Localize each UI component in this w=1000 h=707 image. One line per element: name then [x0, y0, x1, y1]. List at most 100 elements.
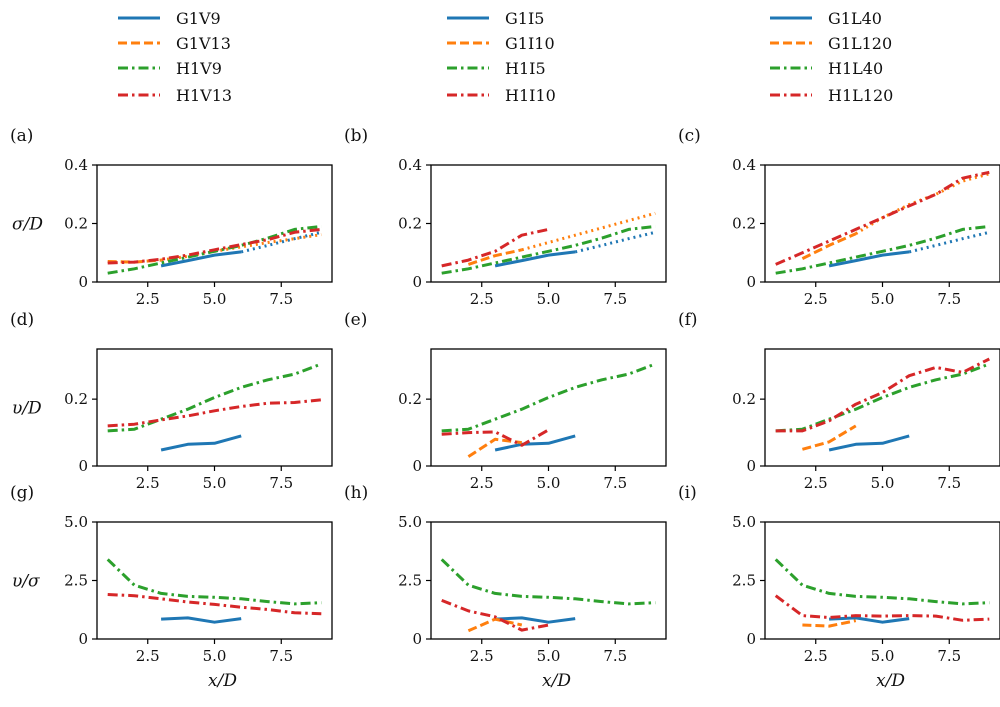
- series-line-extension-1: [908, 230, 990, 254]
- panel-label: (a): [10, 126, 33, 146]
- y-tick-label: 5.0: [64, 513, 88, 531]
- series-line-h1l120: [774, 594, 990, 622]
- series-line-h1v9: [107, 362, 322, 433]
- y-tick-label: 2.5: [732, 572, 756, 590]
- panel-label: (g): [10, 483, 34, 503]
- panel-d: (d) 0 0.2 2.5 5.0 7.5 υ/D: [10, 310, 333, 492]
- series-group: [107, 362, 322, 452]
- series-line-h1v13: [107, 227, 322, 265]
- series-line-g1i10: [467, 248, 523, 266]
- y-tick-label: 0: [412, 273, 422, 291]
- x-tick-label: 5.0: [537, 290, 561, 308]
- x-tick-label: 2.5: [136, 474, 160, 492]
- y-tick-label: 5.0: [398, 513, 422, 531]
- y-tick-label: 0.2: [398, 390, 422, 408]
- series-line-g1v9: [160, 434, 242, 452]
- legend-1: G1V9 G1V13 H1V9 H1V13: [118, 9, 232, 105]
- panel-g: (g) 0 2.5 5.0 2.5 5.0 7.5 υ/σ x/D: [10, 483, 333, 691]
- series-line-g1l120: [801, 232, 857, 260]
- series-line-g1i5: [494, 434, 576, 452]
- x-tick-label: 7.5: [937, 647, 961, 665]
- x-tick-label: 7.5: [269, 647, 293, 665]
- y-tick-label: 0: [746, 457, 756, 475]
- series-line-h1v13: [107, 398, 322, 428]
- y-tick-label: 0: [78, 630, 88, 648]
- panel-b: (b) 0 0.2 0.4 2.5 5.0 7.5: [344, 126, 667, 308]
- plot-frame: [96, 164, 333, 283]
- legend-label: G1L40: [828, 9, 882, 28]
- x-axis-label: x/D: [542, 671, 571, 691]
- y-tick-label: 0.2: [732, 390, 756, 408]
- x-tick-label: 2.5: [470, 474, 494, 492]
- x-tick-label: 5.0: [537, 474, 561, 492]
- plot-frame: [430, 348, 667, 467]
- x-axis-label: x/D: [208, 671, 237, 691]
- legend-label: H1I10: [505, 86, 556, 105]
- legend-label: G1L120: [828, 34, 892, 53]
- legend-label: H1L120: [828, 86, 893, 105]
- y-tick-label: 0.2: [64, 215, 88, 233]
- x-tick-label: 7.5: [269, 474, 293, 492]
- x-tick-label: 7.5: [937, 290, 961, 308]
- plot-frame: [96, 348, 333, 467]
- x-tick-label: 2.5: [136, 290, 160, 308]
- y-axis-label: υ/σ: [12, 572, 40, 592]
- series-line-h1i5: [441, 362, 656, 433]
- panel-h: (h) 0 2.5 5.0 2.5 5.0 7.5 x/D: [344, 483, 667, 691]
- series-group: [775, 357, 990, 452]
- legend-label: G1V13: [176, 34, 231, 53]
- panel-label: (d): [10, 310, 34, 330]
- series-line-extension-1: [240, 230, 322, 254]
- y-tick-label: 0: [412, 630, 422, 648]
- series-line-h1i5: [440, 558, 656, 606]
- panel-label: (b): [344, 126, 368, 146]
- series-group: [774, 558, 990, 628]
- series-line-g1l40: [829, 616, 910, 624]
- panel-label: (c): [678, 126, 701, 146]
- panel-label: (h): [344, 483, 368, 503]
- y-tick-label: 0.4: [732, 156, 756, 174]
- y-tick-label: 0.2: [64, 390, 88, 408]
- x-tick-label: 2.5: [804, 290, 828, 308]
- series-line-g1v9: [161, 616, 242, 624]
- legend-2: G1I5 G1I10 H1I5 H1I10: [447, 9, 556, 105]
- legend-label: H1L40: [828, 59, 883, 78]
- plot-frame: [430, 164, 667, 283]
- series-group: [107, 224, 322, 275]
- x-axis-label: x/D: [876, 671, 905, 691]
- series-line-g1l40: [828, 250, 910, 268]
- series-line-g1i5: [495, 616, 576, 624]
- series-line-extension-1: [574, 230, 656, 254]
- panel-i: (i) 0 2.5 5.0 2.5 5.0 7.5 x/D: [678, 483, 1000, 691]
- legend-3: G1L40 G1L120 H1L40 H1L120: [770, 9, 893, 105]
- y-axis-label: σ/D: [12, 215, 43, 235]
- series-line-g1l120: [801, 424, 857, 451]
- x-tick-label: 2.5: [470, 647, 494, 665]
- series-line-h1i10: [441, 227, 549, 268]
- series-line-h1l40: [774, 558, 990, 606]
- series-group: [440, 558, 656, 633]
- x-tick-label: 2.5: [804, 647, 828, 665]
- x-tick-label: 2.5: [470, 290, 494, 308]
- y-tick-label: 2.5: [398, 572, 422, 590]
- panel-f: (f) 0 0.2 2.5 5.0 7.5: [678, 310, 1000, 492]
- series-line-h1l40: [775, 362, 990, 433]
- x-tick-label: 5.0: [203, 474, 227, 492]
- series-line-h1v9: [106, 558, 322, 606]
- x-tick-label: 5.0: [871, 474, 895, 492]
- series-line-h1v13: [107, 593, 322, 616]
- y-tick-label: 0.4: [398, 156, 422, 174]
- series-line-g1l120: [802, 619, 857, 628]
- x-tick-label: 5.0: [203, 290, 227, 308]
- series-line-h1l120: [775, 170, 990, 266]
- x-tick-label: 2.5: [804, 474, 828, 492]
- y-tick-label: 0: [412, 457, 422, 475]
- panel-label: (i): [678, 483, 697, 503]
- series-line-h1i5: [441, 224, 656, 275]
- x-tick-label: 7.5: [269, 290, 293, 308]
- x-tick-label: 5.0: [871, 290, 895, 308]
- y-tick-label: 0: [746, 630, 756, 648]
- panel-a: (a) 0 0.2 0.4 2.5 5.0 7.5 σ/D: [10, 126, 333, 308]
- series-group: [106, 558, 322, 624]
- legend-label: H1V9: [176, 59, 222, 78]
